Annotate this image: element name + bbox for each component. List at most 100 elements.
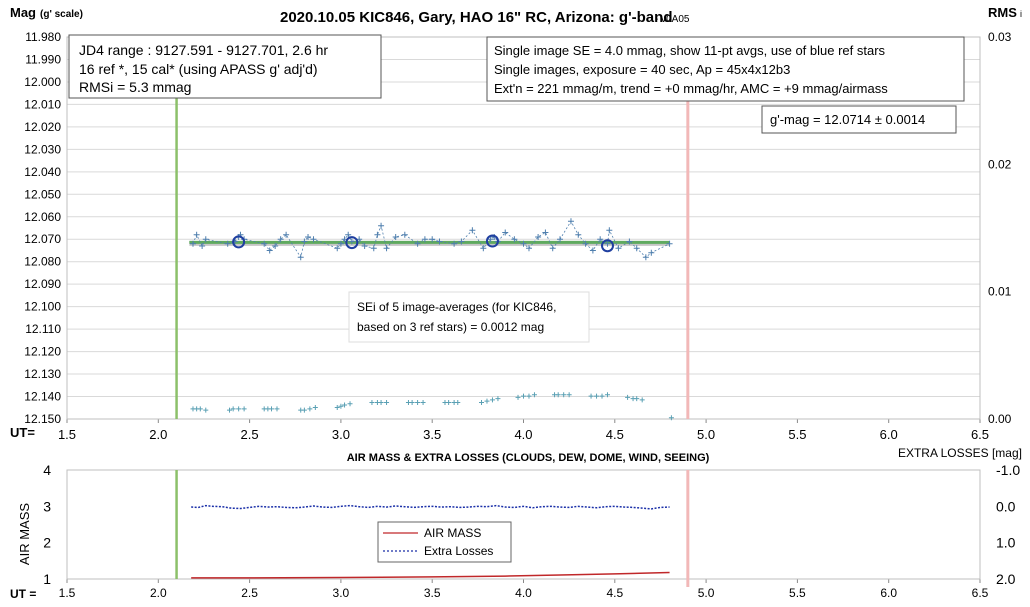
legend-losses-label: Extra Losses <box>424 544 493 558</box>
rms-point <box>455 399 461 405</box>
data-point <box>520 240 527 247</box>
rms-point <box>625 394 631 400</box>
info-box-settings-line3: Ext'n = 221 mmag/m, trend = +0 mmag/hr, … <box>494 81 888 96</box>
bottom-x-tick-label: 1.5 <box>59 586 76 600</box>
bottom-x-tick-label: 4.5 <box>606 586 623 600</box>
data-point <box>337 240 344 247</box>
top-ylabel-sub: (g' scale) <box>40 9 83 20</box>
rms-point <box>599 393 605 399</box>
info-box-sei-line1: SEi of 5 image-averages (for KIC846, <box>357 300 556 314</box>
data-point <box>401 231 408 238</box>
rms-point <box>634 396 640 402</box>
data-point <box>370 245 377 252</box>
average-point <box>345 236 359 250</box>
bottom-y-tick-label: 1 <box>43 571 51 587</box>
data-point <box>597 236 604 243</box>
x-tick-label: 5.5 <box>788 427 806 442</box>
rms-point <box>230 406 236 412</box>
y2-tick-label: 0.00 <box>988 412 1012 426</box>
data-point <box>648 249 655 256</box>
rms-point <box>312 405 318 411</box>
rms-point <box>203 407 209 413</box>
x-tick-label: 3.5 <box>423 427 441 442</box>
top-ylabel: Mag <box>10 5 36 20</box>
bottom-legend: AIR MASS Extra Losses <box>377 521 512 563</box>
data-point <box>348 238 355 245</box>
bottom-x-tick-label: 5.0 <box>698 586 715 600</box>
y-tick-label: 12.070 <box>24 232 61 246</box>
data-point <box>378 222 385 229</box>
data-point <box>469 227 476 234</box>
bottom-y-tick-label: 4 <box>43 462 51 478</box>
x-tick-label: 6.5 <box>971 427 989 442</box>
info-box-gmag: g'-mag = 12.0714 ± 0.0014 <box>761 105 957 134</box>
bottom-y-tick-label: 3 <box>43 498 51 514</box>
data-point <box>458 238 465 245</box>
info-box-sei: SEi of 5 image-averages (for KIC846, bas… <box>348 291 590 343</box>
rms-point <box>639 397 645 403</box>
rms-point <box>227 407 233 413</box>
info-box-settings: Single image SE = 4.0 mmag, show 11-pt a… <box>486 36 965 102</box>
data-point <box>272 242 279 249</box>
data-point <box>429 236 436 243</box>
data-point <box>549 245 556 252</box>
rms-point <box>415 399 421 405</box>
y-tick-label: 12.130 <box>24 367 61 381</box>
y-tick-label: 12.000 <box>24 75 61 89</box>
x-tick-label: 2.0 <box>149 427 167 442</box>
y-tick-label: 12.080 <box>24 255 61 269</box>
data-point <box>421 236 428 243</box>
bottom-x-tick-label: 6.0 <box>880 586 897 600</box>
y-tick-label: 12.090 <box>24 277 61 291</box>
data-point <box>199 242 206 249</box>
legend-frame <box>377 521 512 563</box>
x-tick-label: 6.0 <box>880 427 898 442</box>
data-point <box>436 238 443 245</box>
points-connector <box>192 220 670 259</box>
x-tick-label: 1.5 <box>58 427 76 442</box>
y2-tick-label: 0.01 <box>988 285 1012 299</box>
rms-point <box>594 393 600 399</box>
rms-point <box>334 405 340 411</box>
y-tick-label: 12.120 <box>24 345 61 359</box>
y-tick-label: 12.140 <box>24 390 61 404</box>
rms-point <box>604 392 610 398</box>
info-box-range-line1: JD4 range : 9127.591 - 9127.701, 2.6 hr <box>79 42 328 58</box>
bottom-y2-tick-label: 0.0 <box>996 498 1016 514</box>
info-box-gmag-frame <box>761 105 957 134</box>
data-point <box>297 254 304 261</box>
rms-point <box>347 401 353 407</box>
rms-point <box>521 393 526 399</box>
data-point <box>567 218 574 225</box>
top-xlabel: UT= <box>10 425 35 440</box>
rms-point <box>566 392 572 398</box>
data-point <box>487 236 494 243</box>
data-point <box>383 245 390 252</box>
data-point <box>502 229 509 236</box>
bottom-ylabel: AIR MASS <box>17 503 32 565</box>
rms-point <box>369 399 375 405</box>
data-point <box>666 240 673 247</box>
data-point <box>283 231 290 238</box>
bottom-plot-frame <box>66 469 981 580</box>
info-box-gmag-value: g'-mag = 12.0714 ± 0.0014 <box>770 112 925 127</box>
y-tick-label: 12.030 <box>24 142 61 156</box>
data-point <box>606 227 613 234</box>
data-point <box>480 245 487 252</box>
bottom-y2label: EXTRA LOSSES [mag] <box>898 446 1022 460</box>
data-point <box>202 236 209 243</box>
y-tick-label: 11.980 <box>25 30 61 44</box>
data-point <box>414 240 421 247</box>
data-point <box>615 245 622 252</box>
data-point <box>451 240 458 247</box>
y-tick-label: 12.110 <box>25 322 61 336</box>
x-tick-label: 4.5 <box>606 427 624 442</box>
data-point <box>626 238 633 245</box>
rms-point <box>668 415 674 421</box>
data-point <box>261 240 268 247</box>
data-point <box>334 245 341 252</box>
rms-point <box>489 397 495 403</box>
y-tick-label: 12.010 <box>24 97 61 111</box>
top-plot-area: 11.980 11.990 12.000 12.010 12.020 12.030 12.0… <box>24 30 1011 442</box>
